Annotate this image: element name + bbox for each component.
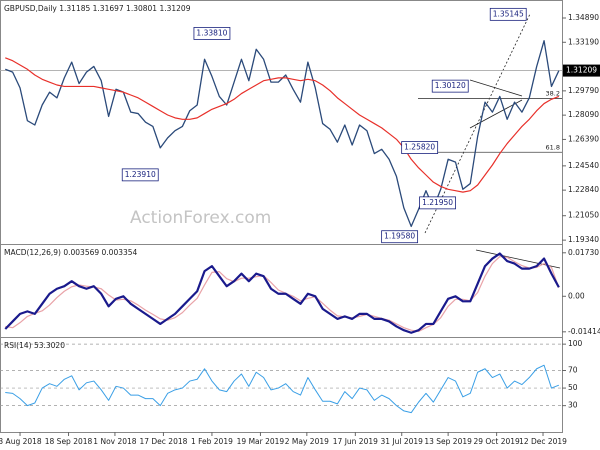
- panel-label: MACD(12,26,9) 0.003569 0.003354: [4, 248, 138, 257]
- annotation-label: 1.30120: [435, 81, 466, 90]
- annotation-box: [431, 79, 469, 93]
- y-tick-label: 1.26390: [568, 134, 599, 143]
- last-price-label: 1.31209: [566, 66, 597, 75]
- y-tick-label: 70: [568, 366, 578, 375]
- x-tick-label: 2 May 2019: [285, 437, 329, 446]
- annotation-label: 1.23910: [125, 170, 156, 179]
- x-tick-label: 19 Mar 2019: [237, 437, 285, 446]
- panel-label: RSI(14) 53.3020: [4, 341, 65, 350]
- annotation-box: [401, 141, 439, 154]
- annotation-label: 1.19580: [384, 232, 415, 241]
- panel: [4, 252, 560, 334]
- level-label: 61.8: [546, 143, 560, 151]
- y-tick-label: 1.22840: [568, 185, 599, 194]
- series-line: [5, 57, 560, 193]
- y-tick-label: 50: [568, 383, 578, 392]
- series-line: [4, 252, 560, 334]
- series-line: [5, 255, 560, 333]
- x-tick-label: 13 Sep 2019: [424, 437, 472, 446]
- series-line: [5, 40, 560, 228]
- y-tick-label: 1.21050: [568, 211, 599, 220]
- y-tick-label: 1.33190: [568, 37, 599, 46]
- y-tick-label: -0.01414: [568, 327, 600, 336]
- annotation-box: [193, 27, 231, 40]
- trend-line: [469, 79, 523, 97]
- x-tick-label: 31 Jul 2019: [381, 437, 424, 446]
- level-label: 38.2: [546, 90, 560, 98]
- y-tick-label: 1.29790: [568, 86, 599, 95]
- annotation-box: [121, 168, 159, 182]
- x-tick-label: 1 Nov 2018: [93, 437, 136, 446]
- series-line: [5, 364, 560, 414]
- annotation-label: 1.35145: [493, 9, 524, 18]
- annotation-label: 1.33810: [196, 28, 227, 37]
- y-tick-label: 1.19340: [568, 235, 599, 244]
- rsi-frame: [0, 337, 563, 433]
- x-tick-label: 17 Jun 2019: [333, 437, 378, 446]
- panel: [0, 40, 562, 228]
- y-tick-label: 30: [568, 401, 578, 410]
- y-tick-label: 0.01730: [568, 248, 599, 257]
- y-tick-label: 1.24540: [568, 161, 599, 170]
- annotation-box: [381, 230, 419, 244]
- x-tick-label: 1 Feb 2019: [191, 437, 233, 446]
- annotation-label: 1.21950: [422, 198, 453, 207]
- watermark: ActionForex.com: [130, 208, 271, 228]
- y-tick-label: 1.28090: [568, 110, 599, 119]
- panel: [0, 343, 562, 414]
- panel-frames: [0, 0, 563, 433]
- last-price-box: [563, 64, 600, 77]
- annotation-label: 1.25820: [404, 143, 435, 152]
- annotation-box: [489, 7, 527, 21]
- y-tick-label: 0.00: [568, 291, 585, 300]
- annotation-box: [419, 196, 456, 210]
- y-tick-label: 1.34890: [568, 13, 599, 22]
- x-tick-label: 29 Oct 2019: [473, 437, 520, 446]
- panel-label: GBPUSD,Daily 1.31185 1.31697 1.30801 1.3…: [4, 4, 191, 13]
- x-tick-label: 17 Dec 2018: [139, 437, 187, 446]
- x-tick-label: 3 Aug 2018: [0, 437, 42, 446]
- x-tick-label: 12 Dec 2019: [519, 437, 567, 446]
- x-tick-label: 18 Sep 2018: [45, 437, 93, 446]
- y-tick-label: 100: [568, 339, 583, 348]
